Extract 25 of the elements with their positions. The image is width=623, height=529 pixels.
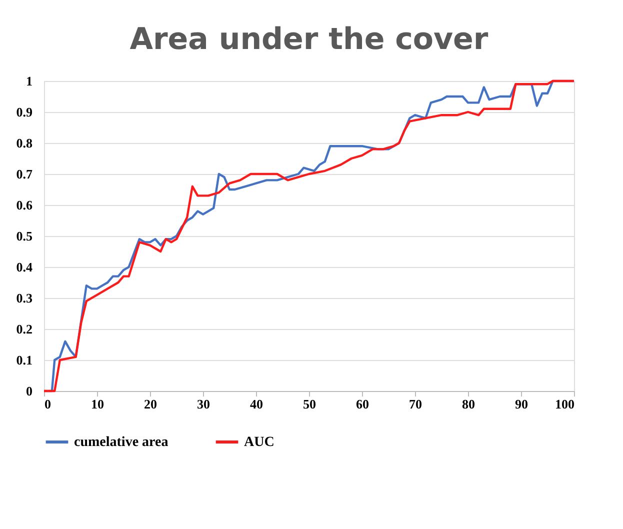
x-tick-label: 30: [197, 396, 210, 412]
y-tick-label: 0.4: [16, 260, 33, 274]
legend-label: AUC: [244, 435, 274, 450]
y-tick-label: 0.2: [16, 322, 32, 336]
x-tick-label: 50: [303, 396, 316, 412]
x-tick-label: 40: [250, 396, 263, 412]
y-tick-label: 0.3: [16, 290, 33, 306]
x-tick-label: 100: [555, 396, 574, 412]
x-tick-label: 90: [515, 396, 528, 412]
x-tick-label: 60: [356, 396, 369, 412]
x-tick-label: 70: [409, 396, 422, 412]
x-tick-label: 0: [44, 396, 51, 412]
legend-label: cumelative area: [74, 435, 168, 450]
y-tick-label: 0.6: [16, 198, 33, 212]
y-tick-label: 0.8: [16, 136, 33, 150]
x-tick-label: 10: [91, 396, 104, 412]
x-tick-label: 80: [462, 396, 475, 412]
y-tick-label: 0.7: [16, 166, 33, 182]
y-tick-label: 0.1: [16, 352, 32, 368]
y-tick-label: 0: [26, 384, 32, 398]
y-tick-label: 0.9: [16, 104, 33, 120]
y-tick-label: 0.5: [16, 228, 33, 244]
x-tick-label: 20: [144, 396, 157, 412]
y-tick-label: 1: [26, 74, 32, 88]
chart-title: Area under the cover: [130, 22, 488, 57]
